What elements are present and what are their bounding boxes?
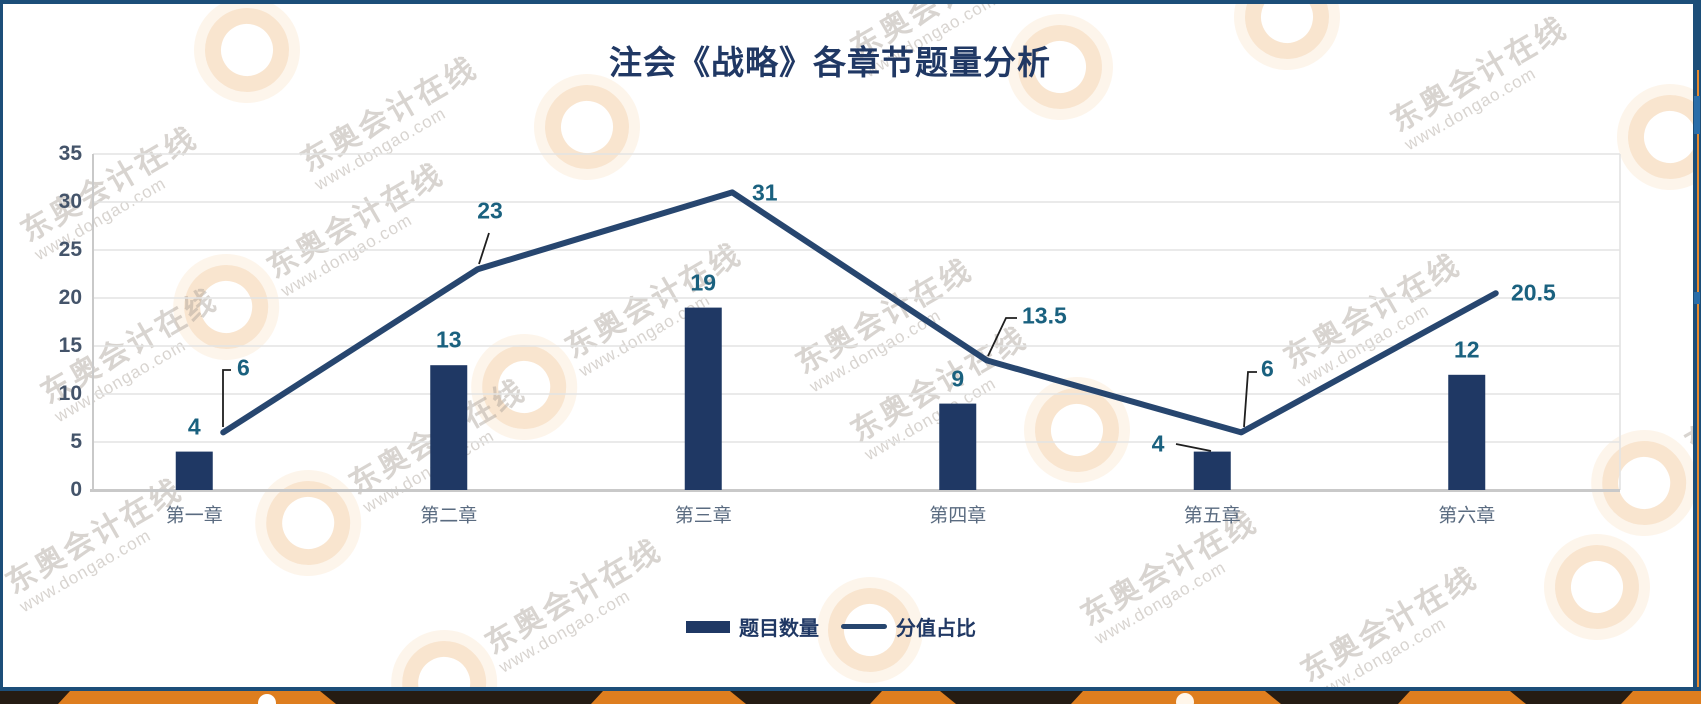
slide-edge-blue-tab — [1694, 96, 1700, 134]
next-slide-strip — [0, 691, 1701, 704]
slide-border-bottom — [0, 687, 1701, 691]
chart-title: 注会《战略》各章节题量分析 — [609, 44, 1051, 81]
bar-第六章 — [1448, 374, 1486, 490]
legend-item-bar-series: 题目数量 — [686, 612, 819, 641]
chart-legend: 题目数量 分值占比 — [686, 612, 976, 641]
bar-series-swatch-icon — [686, 620, 730, 633]
data-label-leader — [222, 369, 231, 427]
legend-label-bar-series: 题目数量 — [739, 618, 819, 640]
data-label-leader — [478, 232, 490, 265]
bar-第三章 — [684, 307, 722, 490]
line-series-swatch-icon — [841, 624, 887, 629]
bar-第一章 — [175, 451, 213, 490]
legend-label-line-series: 分值占比 — [896, 618, 976, 640]
bar-第五章 — [1193, 451, 1231, 490]
data-label-leader — [987, 317, 1017, 357]
slide-edge-blue-tab — [1694, 292, 1700, 304]
slide-edge-orange-line — [1697, 70, 1699, 687]
bar-第四章 — [939, 403, 977, 490]
legend-item-line-series: 分值占比 — [841, 612, 976, 641]
line-series — [220, 189, 1499, 436]
slide-border-top — [0, 0, 1701, 4]
bar-第二章 — [430, 365, 468, 490]
data-label-leader — [1175, 443, 1212, 452]
data-label-leader — [1243, 371, 1257, 428]
slide-border-left — [0, 0, 3, 691]
